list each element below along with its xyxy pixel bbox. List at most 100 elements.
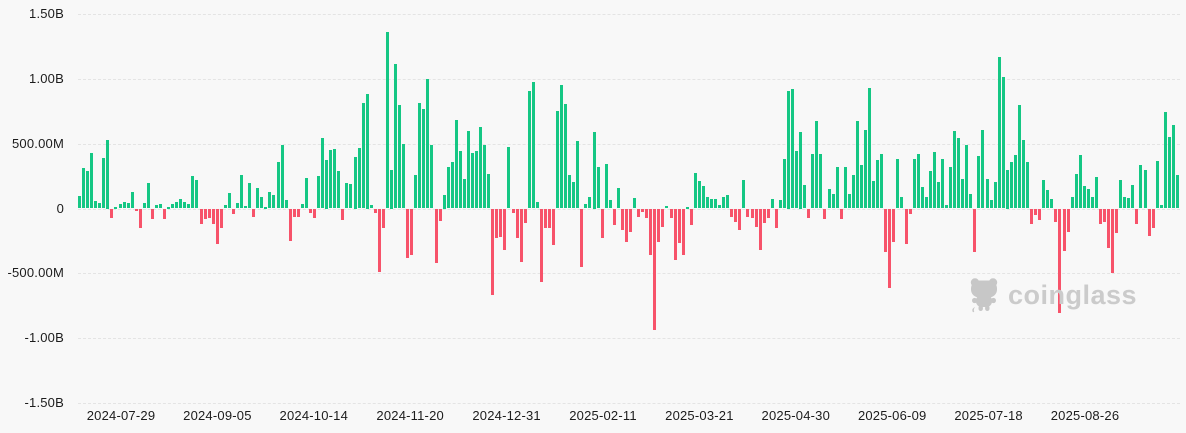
bar[interactable] — [855, 121, 859, 209]
bar[interactable] — [973, 208, 977, 252]
bar[interactable] — [1111, 208, 1115, 274]
bar[interactable] — [426, 78, 430, 209]
bar[interactable] — [122, 202, 126, 209]
bar[interactable] — [1013, 155, 1017, 209]
bar[interactable] — [1078, 155, 1082, 209]
bar[interactable] — [369, 204, 373, 209]
bar[interactable] — [819, 153, 823, 209]
bar[interactable] — [620, 208, 624, 231]
bar[interactable] — [1135, 208, 1139, 225]
bar[interactable] — [130, 192, 134, 209]
bar[interactable] — [807, 208, 811, 219]
bar[interactable] — [835, 167, 839, 209]
bar[interactable] — [823, 208, 827, 220]
bar[interactable] — [94, 201, 98, 209]
bar[interactable] — [248, 182, 252, 209]
bar[interactable] — [191, 175, 195, 209]
bar[interactable] — [795, 151, 799, 209]
bar[interactable] — [507, 147, 511, 209]
bar[interactable] — [831, 193, 835, 209]
bar[interactable] — [1131, 185, 1135, 209]
bar[interactable] — [665, 206, 669, 209]
bar[interactable] — [616, 187, 620, 209]
bar[interactable] — [673, 208, 677, 260]
bar[interactable] — [349, 183, 353, 209]
bar[interactable] — [1115, 208, 1119, 234]
bar[interactable] — [491, 208, 495, 295]
bar[interactable] — [183, 201, 187, 209]
bar[interactable] — [705, 196, 709, 209]
bar[interactable] — [495, 208, 499, 239]
bar[interactable] — [385, 32, 389, 209]
bar[interactable] — [442, 194, 446, 209]
bar[interactable] — [479, 127, 483, 209]
bar[interactable] — [880, 153, 884, 209]
bar[interactable] — [916, 153, 920, 209]
bar[interactable] — [900, 196, 904, 209]
bar[interactable] — [203, 208, 207, 220]
bar[interactable] — [422, 108, 426, 209]
bar[interactable] — [564, 103, 568, 209]
bar[interactable] — [1094, 176, 1098, 209]
bar[interactable] — [726, 195, 730, 209]
bar[interactable] — [645, 208, 649, 219]
bar[interactable] — [1086, 188, 1090, 209]
bar[interactable] — [252, 208, 256, 217]
bar[interactable] — [596, 166, 600, 209]
bar[interactable] — [535, 201, 539, 209]
bar[interactable] — [896, 159, 900, 209]
bar[interactable] — [847, 193, 851, 209]
bar[interactable] — [730, 208, 734, 217]
bar[interactable] — [1038, 208, 1042, 220]
bar[interactable] — [924, 196, 928, 209]
bar[interactable] — [337, 170, 341, 209]
bar[interactable] — [167, 206, 171, 209]
bar[interactable] — [1009, 161, 1013, 209]
bar[interactable] — [475, 151, 479, 209]
bar[interactable] — [965, 144, 969, 209]
bar[interactable] — [669, 208, 673, 219]
bar[interactable] — [1167, 137, 1171, 209]
bar[interactable] — [394, 63, 397, 209]
bar[interactable] — [714, 198, 718, 209]
bar[interactable] — [722, 196, 726, 209]
bar[interactable] — [244, 205, 248, 209]
bar[interactable] — [710, 198, 714, 209]
bar[interactable] — [357, 147, 361, 209]
bar[interactable] — [738, 208, 742, 231]
bar[interactable] — [187, 203, 191, 209]
bar[interactable] — [406, 208, 410, 259]
bar[interactable] — [608, 200, 612, 209]
bar[interactable] — [754, 208, 758, 227]
bar[interactable] — [462, 178, 466, 209]
bar[interactable] — [936, 181, 940, 209]
bar[interactable] — [592, 132, 596, 209]
bar[interactable] — [503, 208, 507, 250]
bar[interactable] — [1090, 196, 1094, 209]
bar[interactable] — [641, 208, 645, 212]
bar[interactable] — [884, 208, 888, 252]
bar[interactable] — [993, 181, 997, 209]
bar[interactable] — [1151, 208, 1155, 229]
bar[interactable] — [1070, 196, 1074, 209]
bar[interactable] — [1058, 208, 1062, 314]
bar[interactable] — [750, 208, 754, 219]
bar[interactable] — [859, 165, 863, 209]
bar[interactable] — [466, 131, 470, 209]
bar[interactable] — [774, 208, 778, 229]
bar[interactable] — [677, 208, 681, 244]
bar[interactable] — [333, 148, 337, 209]
bar[interactable] — [1001, 77, 1005, 209]
bar[interactable] — [811, 153, 815, 209]
bar[interactable] — [876, 160, 880, 209]
bar[interactable] — [657, 208, 661, 242]
bar[interactable] — [1054, 208, 1058, 222]
bar[interactable] — [633, 197, 637, 209]
bar[interactable] — [78, 195, 81, 209]
bar[interactable] — [539, 208, 543, 283]
bar[interactable] — [195, 180, 199, 209]
bar[interactable] — [799, 132, 803, 209]
bar[interactable] — [292, 208, 296, 217]
bar[interactable] — [1050, 198, 1054, 209]
bar[interactable] — [163, 208, 167, 220]
